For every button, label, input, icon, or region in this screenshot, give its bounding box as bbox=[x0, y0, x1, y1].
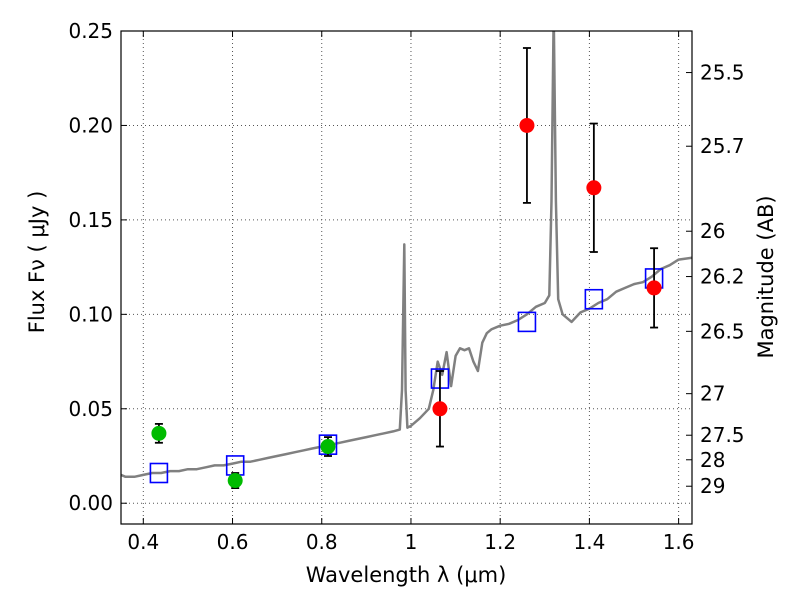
magnitude-tick-label: 26 bbox=[700, 219, 725, 243]
x-tick-label: 1 bbox=[405, 530, 418, 554]
y-axis-label: Flux Fν ( μJy ) bbox=[25, 191, 49, 334]
x-axis-label: Wavelength λ (μm) bbox=[306, 563, 507, 587]
magnitude-tick-label: 26.5 bbox=[700, 319, 745, 343]
y-tick-label: 0.05 bbox=[68, 397, 113, 421]
x-tick-label: 1.6 bbox=[663, 530, 695, 554]
model-flux-marker bbox=[517, 311, 537, 333]
x-tick-label: 1.2 bbox=[484, 530, 516, 554]
magnitude-tick-label: 29 bbox=[700, 474, 725, 498]
observed-flux-point bbox=[519, 117, 535, 133]
magnitude-tick-label: 25.5 bbox=[700, 61, 745, 85]
data-layer bbox=[121, 31, 692, 490]
x-tick-label: 0.8 bbox=[306, 530, 338, 554]
observed-flux-point bbox=[586, 180, 602, 196]
magnitude-tick-label: 26.2 bbox=[700, 265, 745, 289]
x-tick-label: 0.6 bbox=[217, 530, 249, 554]
observed-flux-point bbox=[646, 280, 662, 296]
magnitude-tick-label: 27 bbox=[700, 382, 725, 406]
y2-axis-label: Magnitude (AB) bbox=[754, 195, 778, 358]
y-tick-label: 0.10 bbox=[68, 302, 113, 326]
y-tick-label: 0.25 bbox=[68, 19, 113, 43]
observed-flux-point bbox=[320, 439, 336, 455]
x-tick-label: 0.4 bbox=[127, 530, 159, 554]
magnitude-tick-label: 27.5 bbox=[700, 423, 745, 447]
model-flux-marker bbox=[149, 462, 169, 484]
observed-flux-point bbox=[151, 425, 167, 441]
spectrum-line bbox=[121, 31, 692, 479]
y-tick-label: 0.20 bbox=[68, 113, 113, 137]
model-flux-marker bbox=[584, 288, 604, 310]
x-tick-label: 1.4 bbox=[573, 530, 605, 554]
observed-flux-point bbox=[227, 473, 243, 489]
magnitude-tick-label: 28 bbox=[700, 448, 725, 472]
y-tick-label: 0.00 bbox=[68, 491, 113, 515]
y-tick-label: 0.15 bbox=[68, 208, 113, 232]
magnitude-tick-label: 25.7 bbox=[700, 134, 745, 158]
axes: 0.4 0.6 0.8 1 1.2 1.4 1.6 0.00 0.05 0.10 0.15 0.20 0… bbox=[68, 19, 744, 554]
plot-frame bbox=[120, 30, 693, 525]
observed-flux-point bbox=[432, 401, 448, 417]
